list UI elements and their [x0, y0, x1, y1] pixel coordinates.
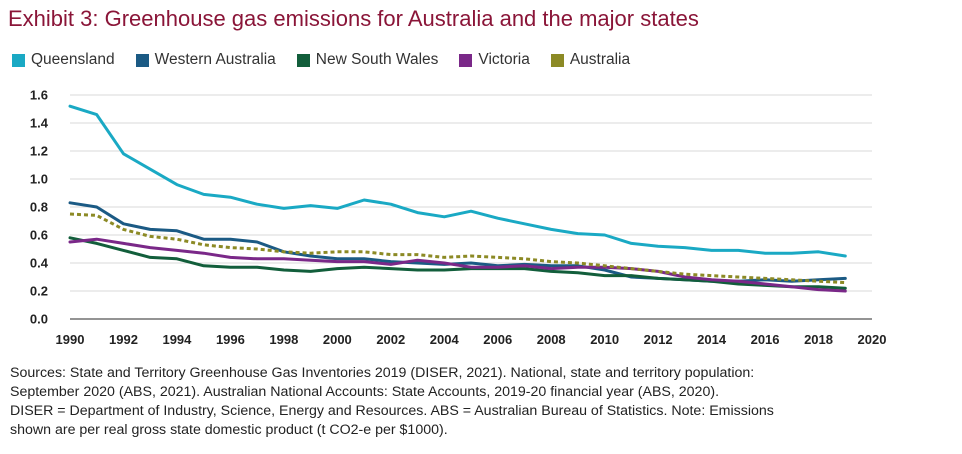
- legend-item-australia: Australia: [550, 51, 631, 69]
- legend-swatch: [12, 53, 25, 67]
- legend-label: Western Australia: [154, 51, 276, 68]
- source-line-3: DISER = Department of Industry, Science,…: [10, 403, 774, 419]
- y-tick-label: 1.0: [30, 172, 48, 187]
- series-line-australia: [69, 212, 846, 285]
- x-tick-label: 2012: [644, 332, 673, 347]
- x-tick-label: 2016: [751, 332, 780, 347]
- legend-item-western-australia: Western Australia: [135, 51, 276, 69]
- legend-label: Australia: [569, 51, 631, 68]
- y-tick-label: 0.4: [30, 256, 49, 271]
- x-tick-label: 1994: [162, 332, 192, 347]
- series-line-new-south-wales: [68, 236, 847, 290]
- x-tick-label: 1998: [269, 332, 298, 347]
- source-line-4: shown are per real gross state domestic …: [10, 422, 448, 438]
- legend-swatch: [296, 53, 310, 67]
- x-tick-label: 2002: [376, 332, 405, 347]
- y-tick-label: 1.4: [30, 116, 49, 131]
- x-tick-label: 2000: [323, 332, 352, 347]
- source-note: Sources: State and Territory Greenhouse …: [10, 364, 950, 440]
- source-line-1: Sources: State and Territory Greenhouse …: [10, 365, 755, 381]
- y-tick-label: 0.2: [30, 284, 48, 299]
- legend-label: New South Wales: [315, 51, 439, 68]
- series-line-victoria: [68, 237, 847, 293]
- legend-item-victoria: Victoria: [459, 51, 530, 69]
- x-tick-label: 2020: [858, 332, 887, 347]
- line-chart: 0.0 0.2 0.4 0.6 0.8 1.0 1.2 1.4 1.6 1990 1992 1994 1…: [30, 88, 887, 348]
- legend-item-queensland: Queensland: [12, 51, 115, 69]
- legend-label: Queensland: [31, 51, 115, 68]
- y-tick-label: 1.6: [30, 88, 48, 103]
- x-tick-label: 2014: [697, 332, 727, 347]
- legend-swatch: [550, 53, 564, 67]
- legend-item-new-south-wales: New South Wales: [296, 51, 439, 69]
- chart-title: Exhibit 3: Greenhouse gas emissions for …: [8, 6, 699, 31]
- x-tick-label: 1992: [109, 332, 138, 347]
- y-tick-label: 0.6: [30, 228, 48, 243]
- source-line-2: September 2020 (ABS, 2021). Australian N…: [10, 384, 720, 400]
- legend-swatch: [135, 53, 149, 67]
- x-tick-label: 1990: [56, 332, 85, 347]
- legend-label: Victoria: [478, 51, 530, 68]
- x-tick-label: 2006: [483, 332, 512, 347]
- legend-swatch: [459, 53, 473, 67]
- x-tick-label: 1996: [216, 332, 245, 347]
- x-tick-label: 2008: [537, 332, 566, 347]
- x-tick-label: 2018: [804, 332, 833, 347]
- y-tick-label: 0.0: [30, 312, 48, 327]
- y-tick-label: 0.8: [30, 200, 48, 215]
- legend: Queensland Western Australia New South Wal…: [12, 49, 651, 71]
- series-line-queensland: [68, 104, 847, 258]
- x-tick-label: 2010: [590, 332, 619, 347]
- x-tick-label: 2004: [430, 332, 460, 347]
- y-tick-label: 1.2: [30, 144, 48, 159]
